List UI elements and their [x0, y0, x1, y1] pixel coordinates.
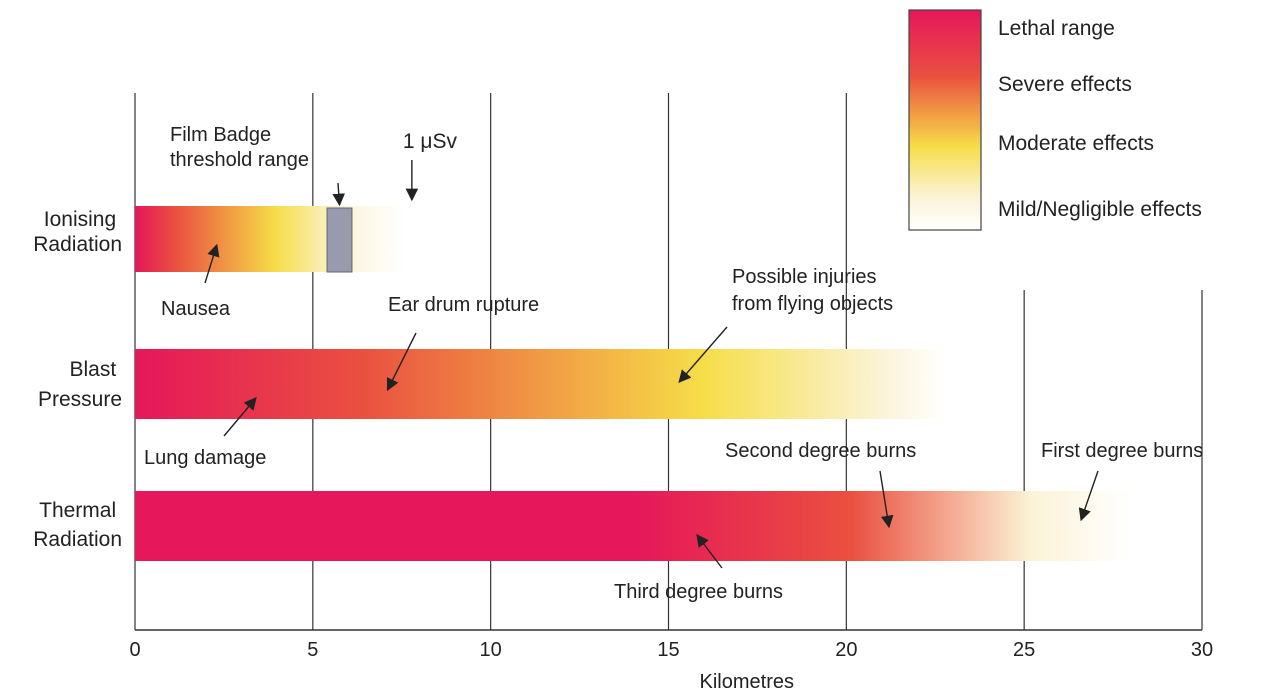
annotation-third-degree-burns: Third degree burns	[614, 581, 783, 603]
x-tick-0: 0	[129, 639, 140, 661]
legend-severe: Severe effects	[998, 73, 1132, 96]
second-degree-arrow	[879, 470, 894, 529]
annotation-nausea: Nausea	[161, 298, 231, 320]
bar-blast-pressure	[135, 349, 946, 419]
legend: Lethal range Severe effects Moderate eff…	[908, 9, 1202, 231]
ear-drum-arrow	[386, 332, 417, 392]
nausea-arrow	[204, 243, 220, 284]
film-badge-threshold-range	[326, 207, 353, 273]
category-label-blast: Blast Pressure	[38, 358, 122, 411]
annotation-first-degree-burns: First degree burns	[1041, 440, 1203, 462]
third-degree-arrow	[696, 533, 723, 569]
category-label-ionising: Ionising Radiation	[33, 208, 122, 256]
legend-lethal: Lethal range	[998, 17, 1115, 40]
bar-ionising-radiation	[135, 206, 406, 272]
first-degree-arrow	[1078, 470, 1099, 522]
x-tick-25: 25	[1013, 639, 1035, 661]
x-axis-title: Kilometres	[700, 671, 794, 693]
annotation-second-degree-burns: Second degree burns	[725, 440, 916, 462]
x-tick-5: 5	[307, 639, 318, 661]
annotation-film-badge: Film Badge threshold range	[170, 124, 309, 171]
category-label-thermal: Thermal Radiation	[33, 499, 122, 551]
legend-moderate: Moderate effects	[998, 132, 1154, 155]
annotation-flying-objects: Possible injuries from flying objects	[732, 266, 893, 315]
bar-thermal-radiation	[135, 491, 1131, 561]
lung-damage-arrow	[223, 397, 257, 437]
film-badge-arrow	[332, 182, 346, 207]
annotation-ear-drum-rupture: Ear drum rupture	[388, 294, 539, 316]
legend-gradient-swatch	[908, 9, 982, 231]
legend-mild: Mild/Negligible effects	[998, 198, 1202, 221]
x-tick-labels: 0 5 10 15 20 25 30	[129, 639, 1213, 661]
annotation-lung-damage: Lung damage	[144, 447, 266, 469]
flying-objects-arrow	[678, 326, 728, 383]
x-tick-20: 20	[835, 639, 857, 661]
x-tick-15: 15	[657, 639, 679, 661]
x-tick-30: 30	[1191, 639, 1213, 661]
x-tick-10: 10	[480, 639, 502, 661]
annotation-1-usv: 1 μSv	[403, 130, 458, 153]
